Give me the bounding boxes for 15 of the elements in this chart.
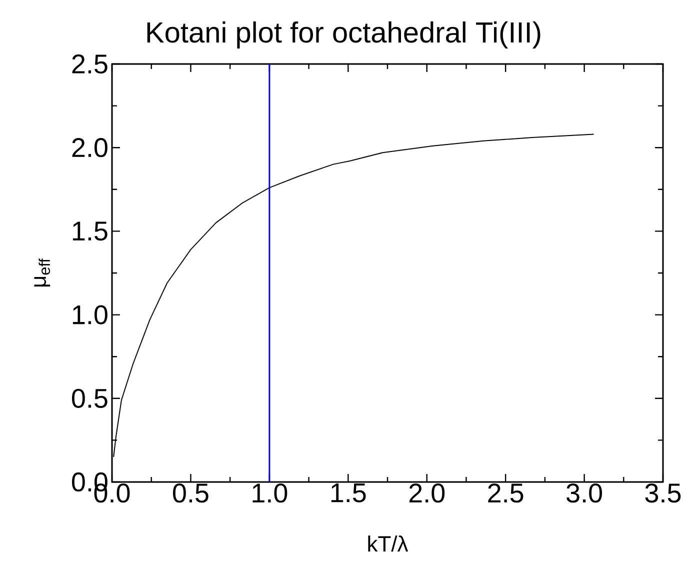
x-tick-label: 3.0: [566, 484, 602, 503]
y-tick-label: 1.5: [72, 222, 108, 241]
y-axis-title: μ$_{eff}$: [34, 258, 50, 287]
x-tick-label: 2.0: [409, 484, 445, 503]
y-tick-label: 2.0: [72, 138, 108, 158]
x-axis-title: kT/λ: [368, 535, 408, 552]
x-tick-label: 3.5: [645, 484, 681, 503]
y-tick-label: 2.5: [72, 54, 108, 74]
y-tick-label: 0.5: [72, 388, 108, 408]
x-tick-label: 2.5: [488, 484, 524, 503]
x-tick-label: 1.5: [331, 484, 366, 502]
chart-title: Kotani plot for octahedral Ti(III): [147, 21, 540, 48]
x-tick-label: 1.0: [252, 484, 288, 503]
y-tick-label: 1.0: [72, 305, 108, 324]
x-tick-label: 0.5: [173, 484, 208, 503]
